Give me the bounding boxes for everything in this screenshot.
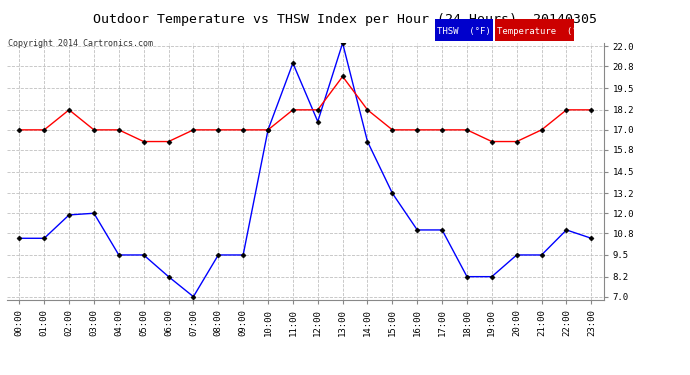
Text: THSW  (°F): THSW (°F): [437, 27, 491, 36]
Text: Temperature  (°F): Temperature (°F): [497, 27, 589, 36]
Text: Copyright 2014 Cartronics.com: Copyright 2014 Cartronics.com: [8, 39, 153, 48]
Text: Outdoor Temperature vs THSW Index per Hour (24 Hours)  20140305: Outdoor Temperature vs THSW Index per Ho…: [93, 13, 597, 26]
